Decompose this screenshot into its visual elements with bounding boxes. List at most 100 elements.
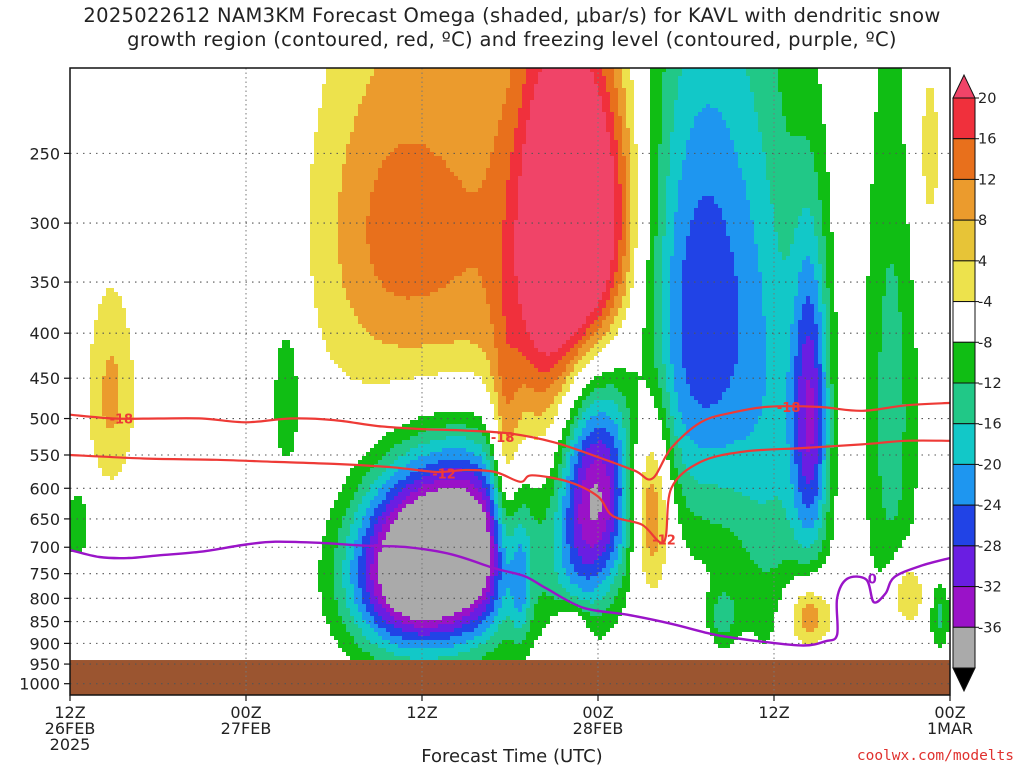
omega-cell (802, 304, 814, 308)
omega-cell (646, 384, 658, 388)
omega-cell (650, 180, 658, 184)
omega-cell (826, 360, 830, 364)
omega-cell (614, 188, 622, 192)
omega-cell (558, 476, 562, 480)
omega-cell (342, 264, 374, 268)
omega-cell (670, 268, 682, 272)
omega-cell (502, 500, 550, 504)
omega-cell (834, 440, 838, 444)
omega-cell (726, 232, 754, 236)
omega-cell (586, 320, 594, 324)
omega-cell (778, 236, 794, 240)
omega-cell (830, 364, 838, 368)
omega-cell (790, 452, 794, 456)
omega-cell (526, 320, 586, 324)
omega-cell (822, 428, 826, 432)
omega-cell (630, 452, 634, 456)
omega-cell (406, 452, 430, 456)
omega-cell (554, 596, 578, 600)
omega-cell (646, 456, 654, 460)
omega-cell (662, 300, 670, 304)
chart-title-line-1: 2025022612 NAM3KM Forecast Omega (shaded… (83, 4, 941, 27)
omega-cell (870, 216, 906, 220)
omega-cell (830, 404, 834, 408)
omega-cell (614, 460, 618, 464)
omega-cell (474, 628, 486, 632)
omega-cell (310, 232, 338, 236)
omega-cell (774, 224, 798, 228)
omega-cell (818, 440, 822, 444)
omega-cell (586, 540, 598, 544)
omega-cell (410, 436, 446, 440)
omega-cell (822, 440, 826, 444)
omega-cell (346, 296, 406, 300)
omega-cell (814, 628, 830, 632)
omega-cell (878, 384, 902, 388)
omega-cell (822, 360, 826, 364)
omega-cell (870, 204, 906, 208)
omega-cell (826, 308, 830, 312)
contour-layer (70, 401, 950, 647)
omega-cell (622, 540, 626, 544)
omega-cell (618, 428, 626, 432)
omega-cell (570, 428, 574, 432)
omega-cell (102, 400, 118, 404)
omega-cell (878, 432, 902, 436)
omega-cell (338, 640, 354, 644)
omega-cell (902, 460, 918, 464)
omega-cell (790, 364, 794, 368)
omega-cell (942, 620, 950, 624)
credit-link[interactable]: coolwx.com/modelts (856, 748, 1014, 764)
omega-cell (358, 528, 366, 532)
omega-cell (822, 212, 830, 216)
omega-cell (646, 496, 658, 500)
omega-cell (806, 604, 814, 608)
colorbar-bottom-arrow (952, 667, 976, 693)
omega-cell (514, 148, 522, 152)
omega-cell (274, 384, 298, 388)
omega-cell (658, 536, 666, 540)
omega-cell (462, 184, 482, 188)
omega-cell (662, 272, 670, 276)
omega-cell (526, 612, 534, 616)
omega-cell (830, 488, 838, 492)
omega-cell (346, 588, 354, 592)
omega-cell (566, 484, 570, 488)
omega-cell (818, 464, 822, 468)
omega-cell (530, 332, 574, 336)
omega-cell (590, 512, 598, 516)
omega-cell (798, 328, 818, 332)
omega-cell (654, 336, 662, 340)
omega-cell (726, 220, 754, 224)
omega-cell (826, 240, 834, 244)
omega-cell (534, 412, 542, 416)
omega-cell (762, 140, 810, 144)
omega-cell (866, 476, 882, 480)
omega-cell (794, 232, 814, 236)
omega-cell (646, 460, 658, 464)
omega-cell (610, 104, 618, 108)
omega-cell (498, 484, 502, 488)
omega-cell (650, 452, 654, 456)
omega-cell (574, 432, 582, 436)
omega-cell (626, 496, 630, 500)
omega-cell (274, 412, 298, 416)
omega-cell (618, 100, 626, 104)
omega-cell (622, 144, 630, 148)
omega-cell (866, 320, 882, 324)
omega-cell (506, 332, 530, 336)
omega-cell (526, 80, 538, 84)
omega-cell (574, 420, 578, 424)
omega-cell (610, 552, 618, 556)
omega-cell (806, 388, 814, 392)
omega-cell (622, 220, 626, 224)
omega-cell (510, 76, 526, 80)
omega-cell (570, 424, 578, 428)
omega-cell (98, 316, 126, 320)
omega-cell (354, 584, 358, 588)
omega-cell (554, 480, 562, 484)
omega-cell (310, 212, 338, 216)
omega-cell (722, 216, 750, 220)
omega-cell (818, 424, 822, 428)
omega-cell (658, 172, 670, 176)
